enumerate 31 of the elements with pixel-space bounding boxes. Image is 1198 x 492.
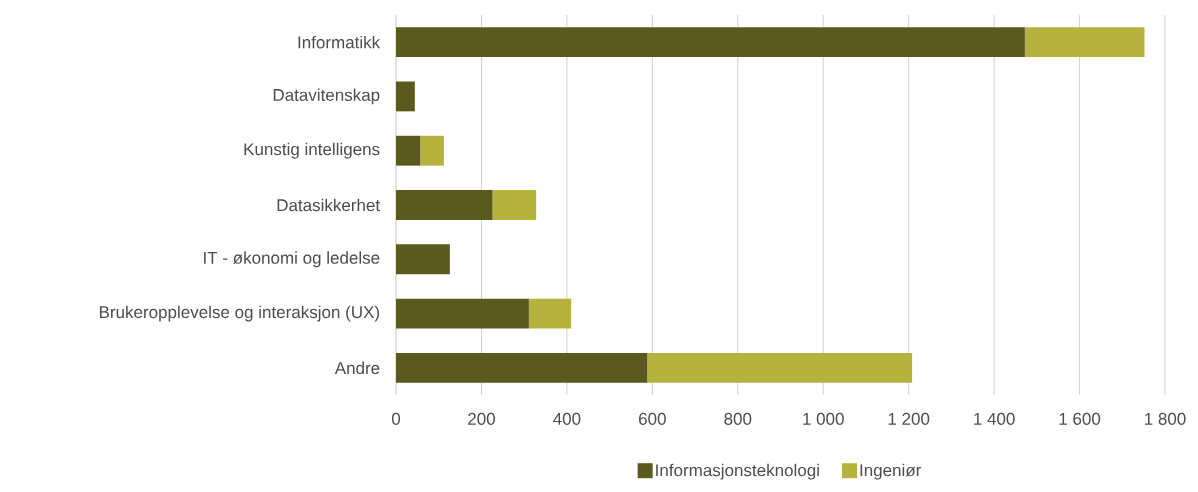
- bar: [396, 298, 529, 329]
- y-tick-label: Datavitenskap: [273, 88, 380, 105]
- bar: [396, 27, 1025, 58]
- legend-label: Informasjonsteknologi: [656, 463, 819, 480]
- y-tick-label: Andre: [334, 361, 380, 375]
- legend-label: Ingeniør: [860, 463, 922, 480]
- x-tick-label: 200: [468, 412, 495, 425]
- bar: [396, 190, 493, 220]
- x-tick-label: 400: [553, 412, 581, 425]
- y-tick-label: Kunstig intelligens: [244, 142, 380, 159]
- x-tick-label: 1 600: [1059, 412, 1101, 425]
- x-tick-label: 0: [391, 412, 401, 425]
- y-tick-label: Brukeropplevelse og interaksjon (UX): [99, 305, 380, 322]
- bar: [396, 352, 648, 383]
- bar: [396, 135, 421, 166]
- y-tick-label: Datasikkerhet: [277, 198, 380, 212]
- x-tick-label: 800: [724, 412, 752, 425]
- bar: [1024, 27, 1145, 58]
- y-tick-label: IT - økonomi og ledelse: [204, 251, 380, 268]
- bar: [528, 298, 572, 329]
- bar: [396, 81, 415, 112]
- x-tick-label: 1 800: [1145, 412, 1186, 425]
- bar: [420, 135, 444, 166]
- x-tick-label: 600: [639, 412, 666, 425]
- x-tick-label: 1 400: [974, 412, 1015, 425]
- bar: [396, 244, 450, 275]
- x-tick-label: 1 200: [888, 412, 930, 425]
- x-tick-label: 1 000: [803, 412, 844, 425]
- y-tick-label: Informatikk: [298, 35, 381, 49]
- bar: [492, 190, 537, 220]
- bar: [647, 352, 913, 383]
